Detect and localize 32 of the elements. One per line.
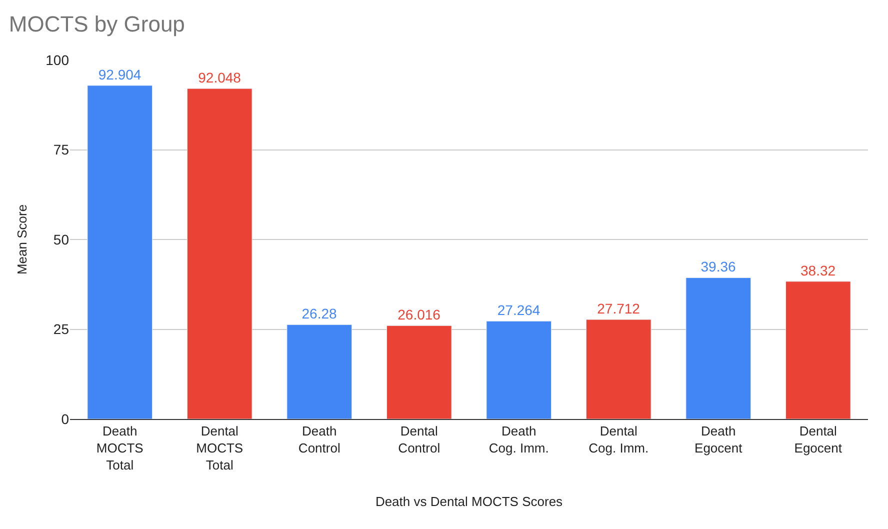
bar xyxy=(586,319,652,419)
y-tick-label: 50 xyxy=(53,231,70,248)
x-tick-label: Dental Cog. Imm. xyxy=(588,424,649,456)
bar xyxy=(386,325,452,419)
y-tick-label: 25 xyxy=(53,321,70,338)
data-label: 92.904 xyxy=(98,66,142,82)
y-axis-title: Mean Score xyxy=(14,204,30,275)
x-tick-label: Death MOCTS Total xyxy=(96,424,144,472)
x-tick-label: Dental Control xyxy=(398,424,440,456)
data-label: 27.264 xyxy=(497,302,540,318)
x-tick-label: Death Control xyxy=(298,424,340,456)
bar xyxy=(486,320,552,419)
bar xyxy=(87,85,153,419)
data-label: 26.016 xyxy=(398,306,441,323)
bar xyxy=(686,277,752,419)
bar xyxy=(785,281,851,419)
data-label: 39.36 xyxy=(700,258,736,275)
data-label: 38.32 xyxy=(800,262,836,278)
bar xyxy=(186,88,252,419)
x-axis-title: Death vs Dental MOCTS Scores xyxy=(375,494,564,509)
x-tick-label: Dental MOCTS Total xyxy=(196,424,244,472)
data-label: 27.712 xyxy=(597,300,640,317)
data-label: 26.28 xyxy=(302,306,337,322)
y-tick-label: 100 xyxy=(46,52,70,68)
x-tick-label: Dental Egocent xyxy=(794,424,842,456)
data-label: 92.048 xyxy=(198,70,242,86)
y-tick-label: 0 xyxy=(61,410,70,427)
chart-title: MOCTS by Group xyxy=(8,11,185,36)
y-tick-label: 75 xyxy=(53,142,70,158)
x-tick-label: Death Egocent xyxy=(694,424,743,456)
bar xyxy=(286,324,352,419)
x-tick-label: Death Cog. Imm. xyxy=(488,424,549,456)
